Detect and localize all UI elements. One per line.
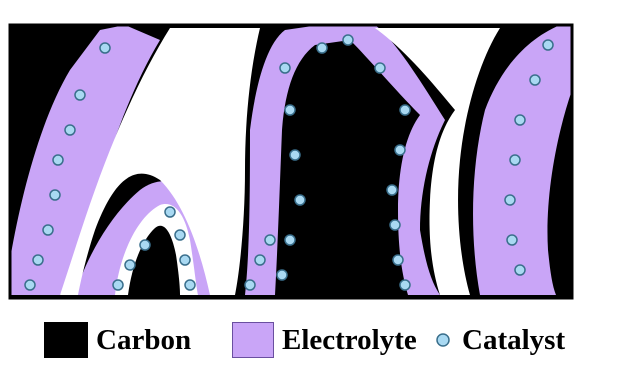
catalyst-particle [399,279,411,291]
catalyst-particle [509,154,521,166]
pore-region [60,28,260,295]
legend-label-carbon: Carbon [96,323,192,356]
catalyst-particle [264,234,276,246]
catalyst-particle [389,219,401,231]
catalyst-particle [279,62,291,74]
catalyst-particle [284,234,296,246]
carbon-swatch [44,322,88,358]
catalyst-particle [49,189,61,201]
pore-region [375,28,500,295]
catalyst-particle [174,229,186,241]
carbon-region [275,40,420,295]
catalyst-particle [276,269,288,281]
catalyst-particle [514,264,526,276]
catalyst-particle [52,154,64,166]
catalyst-particle [42,224,54,236]
catalyst-particle [386,184,398,196]
catalyst-particle [399,104,411,116]
legend-label-catalyst: Catalyst [462,323,566,356]
catalyst-particle [74,89,86,101]
catalyst-particle [506,234,518,246]
catalyst-particle [112,279,124,291]
catalyst-particle [294,194,306,206]
catalyst-particle [316,42,328,54]
catalyst-particle [289,149,301,161]
catalyst-particle [164,206,176,218]
legend: Carbon Electrolyte Catalyst [0,318,629,362]
catalyst-particle [342,34,354,46]
catalyst-particle [514,114,526,126]
catalyst-particle [32,254,44,266]
catalyst-particle [184,279,196,291]
catalyst-particle [254,254,266,266]
electrolyte-swatch [232,322,274,358]
catalyst-particle [284,104,296,116]
electrode-cross-section-diagram [8,22,574,300]
legend-label-electrolyte: Electrolyte [282,323,417,356]
catalyst-particle [392,254,404,266]
catalyst-particle [64,124,76,136]
catalyst-particle [529,74,541,86]
legend-item-catalyst: Catalyst [432,318,565,362]
catalyst-particle [394,144,406,156]
catalyst-particle [124,259,136,271]
carbon-region [128,225,180,295]
catalyst-particles [24,34,554,291]
catalyst-swatch [436,333,450,347]
catalyst-particle [99,42,111,54]
legend-item-carbon: Carbon [44,318,191,362]
legend-item-electrolyte: Electrolyte [232,318,417,362]
catalyst-particle [374,62,386,74]
catalyst-particle [244,279,256,291]
catalyst-particle [24,279,36,291]
catalyst-particle [179,254,191,266]
catalyst-particle [542,39,554,51]
catalyst-particle [139,239,151,251]
electrolyte-layer [473,25,572,295]
catalyst-particle [504,194,516,206]
